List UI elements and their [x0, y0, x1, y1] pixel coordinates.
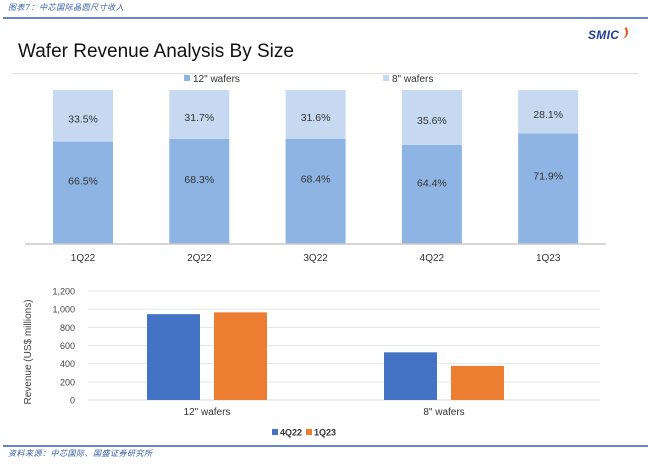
legend-swatch: [383, 75, 389, 81]
legend-label: 1Q23: [314, 428, 336, 438]
title-divider: [12, 73, 638, 74]
bars: 66.5% 33.5% 68.3% 31.7% 68.4% 31.6% 64.4% 35.6%…: [53, 90, 579, 244]
x-tick-label: 1Q22: [71, 253, 96, 264]
data-label: 64.4%: [417, 178, 447, 190]
data-label: 35.6%: [417, 115, 447, 127]
y-axis-label: Revenue (US$ millions): [23, 299, 34, 404]
data-label: 28.1%: [533, 109, 563, 121]
bar-4q22: [147, 314, 200, 400]
bar-segment-8in: [401, 90, 462, 145]
data-label: 31.6%: [301, 112, 331, 124]
data-label: 31.7%: [184, 112, 214, 124]
data-label: 66.5%: [68, 176, 98, 188]
bottom-divider: [3, 445, 648, 447]
x-tick-label: 3Q22: [303, 253, 328, 264]
legend-label: 12" wafers: [193, 74, 240, 85]
y-tick-label: 400: [60, 359, 75, 369]
x-tick-label: 1Q23: [536, 253, 561, 264]
revenue-bar-chart: Revenue (US$ millions) 0 200 400 600 800 1,00…: [23, 287, 600, 438]
bar-segment-8in: [169, 90, 230, 139]
x-tick-labels: 1Q22 2Q22 3Q22 4Q22 1Q23: [71, 253, 561, 264]
bar-segment-12in: [518, 133, 579, 244]
bar-1q23: [214, 312, 267, 400]
figure-caption: 图表7：中芯国际晶圆尺寸收入: [8, 3, 125, 12]
x-tick-labels: 12" wafers 8" wafers: [184, 407, 465, 418]
y-tick-label: 1,000: [52, 305, 75, 315]
bar-1q23: [451, 365, 504, 400]
bar-segment-12in: [285, 138, 346, 244]
y-tick-label: 600: [60, 341, 75, 351]
y-tick-label: 800: [60, 323, 75, 333]
bar-segment-8in: [518, 90, 579, 134]
bar-segment-8in: [285, 90, 346, 139]
legend: 4Q22 1Q23: [272, 428, 336, 438]
smic-logo: SMIC: [588, 28, 620, 42]
bar-segment-8in: [53, 90, 113, 142]
legend-label: 8" wafers: [392, 74, 433, 85]
legend-swatch: [306, 429, 312, 435]
logo-arc-icon: [618, 25, 628, 39]
legend-swatch: [272, 429, 278, 435]
data-label: 71.9%: [533, 170, 563, 182]
data-label: 68.3%: [184, 174, 214, 186]
bar-4q22: [384, 352, 437, 400]
y-tick-labels: 0 200 400 600 800 1,000 1,200: [52, 287, 75, 406]
x-tick-label: 4Q22: [420, 253, 445, 264]
source-note: 资料来源：中芯国际、国盛证券研究所: [8, 449, 153, 458]
top-divider: [3, 17, 648, 19]
chart-title: Wafer Revenue Analysis By Size: [18, 41, 294, 62]
data-label: 33.5%: [68, 113, 98, 125]
data-label: 68.4%: [301, 174, 331, 186]
bar-segment-12in: [169, 138, 230, 244]
x-tick-label: 12" wafers: [184, 407, 231, 418]
legend-swatch: [184, 75, 190, 81]
y-tick-label: 1,200: [52, 287, 75, 297]
bar-segment-12in: [53, 141, 113, 244]
legend-label: 4Q22: [280, 428, 302, 438]
legend: 12" wafers 8" wafers: [184, 74, 433, 85]
bars: [147, 312, 504, 400]
y-tick-label: 200: [60, 377, 75, 387]
bar-segment-12in: [401, 144, 462, 244]
x-tick-label: 2Q22: [187, 253, 212, 264]
y-tick-label: 0: [70, 396, 75, 406]
stacked-percent-chart: 12" wafers 8" wafers 66.5% 33.5% 68.3% 31.7%…: [25, 74, 606, 264]
x-tick-label: 8" wafers: [423, 407, 464, 418]
